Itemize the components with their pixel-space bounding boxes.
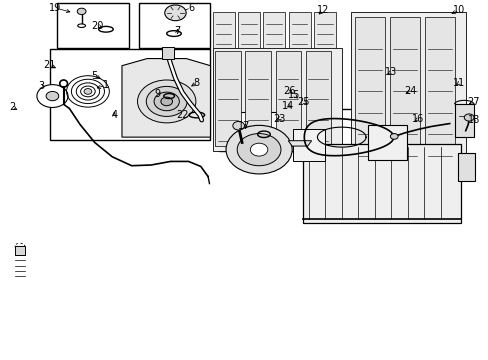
Text: 5: 5 xyxy=(91,71,98,81)
Text: 22: 22 xyxy=(176,110,188,120)
Bar xyxy=(288,12,310,48)
Bar xyxy=(212,48,341,152)
Bar xyxy=(219,109,396,151)
Circle shape xyxy=(146,86,187,116)
Bar xyxy=(292,129,324,161)
Text: 2: 2 xyxy=(9,102,15,112)
Text: 13: 13 xyxy=(385,67,397,77)
Text: 14: 14 xyxy=(282,101,294,111)
Text: 9: 9 xyxy=(154,89,160,99)
Text: 21: 21 xyxy=(43,60,55,70)
Text: 27: 27 xyxy=(466,97,478,107)
Bar xyxy=(302,144,460,223)
Bar xyxy=(275,51,300,146)
Text: 15: 15 xyxy=(287,90,300,100)
Circle shape xyxy=(154,92,179,111)
Polygon shape xyxy=(122,59,210,137)
Bar xyxy=(15,246,25,255)
Text: 19: 19 xyxy=(49,3,61,13)
Bar xyxy=(425,18,454,160)
Bar xyxy=(57,3,129,48)
Circle shape xyxy=(137,80,196,123)
Text: 18: 18 xyxy=(467,115,479,125)
Text: 11: 11 xyxy=(452,78,465,88)
Bar xyxy=(225,112,285,147)
Bar xyxy=(368,125,407,160)
Circle shape xyxy=(77,8,86,15)
Bar xyxy=(50,49,210,140)
Circle shape xyxy=(225,125,291,174)
Bar xyxy=(263,12,285,48)
Circle shape xyxy=(84,89,92,94)
Text: 3: 3 xyxy=(38,81,44,91)
Text: 16: 16 xyxy=(411,113,424,123)
Text: 24: 24 xyxy=(404,86,416,96)
Circle shape xyxy=(164,5,186,21)
Circle shape xyxy=(250,143,267,156)
Circle shape xyxy=(232,121,244,130)
Bar xyxy=(351,12,465,166)
Text: 7: 7 xyxy=(174,26,180,36)
Bar xyxy=(212,12,234,48)
Bar xyxy=(138,3,210,48)
Bar xyxy=(389,18,419,160)
Polygon shape xyxy=(287,141,311,146)
Text: 12: 12 xyxy=(316,5,329,15)
Bar xyxy=(458,153,474,181)
Bar xyxy=(245,51,270,146)
Bar xyxy=(215,51,240,146)
Bar xyxy=(305,51,330,146)
Text: 23: 23 xyxy=(273,113,285,123)
Bar xyxy=(454,104,473,137)
Text: 8: 8 xyxy=(193,78,200,88)
Text: 26: 26 xyxy=(283,86,295,96)
Text: 10: 10 xyxy=(452,5,465,15)
Bar xyxy=(313,12,335,48)
Circle shape xyxy=(46,91,59,101)
Text: 25: 25 xyxy=(297,97,309,107)
Circle shape xyxy=(463,114,473,121)
Bar xyxy=(355,18,384,160)
Text: 17: 17 xyxy=(238,121,250,131)
Text: 1: 1 xyxy=(102,80,109,90)
Circle shape xyxy=(161,97,172,106)
Circle shape xyxy=(389,134,397,139)
Circle shape xyxy=(37,85,68,108)
Text: 4: 4 xyxy=(111,110,117,120)
Bar xyxy=(238,12,260,48)
Bar xyxy=(162,47,173,59)
Text: 6: 6 xyxy=(187,3,194,13)
Text: 20: 20 xyxy=(91,21,103,31)
Circle shape xyxy=(237,134,281,166)
